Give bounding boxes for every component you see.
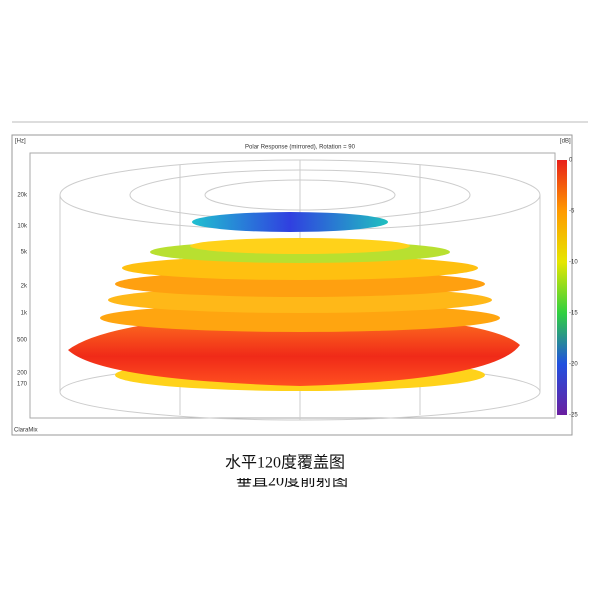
frequency-unit: [Hz] <box>15 139 26 145</box>
level-label: -10 <box>569 260 578 266</box>
frequency-label: 10k <box>17 224 28 230</box>
frequency-label: 5k <box>21 250 28 256</box>
response-surface <box>68 212 520 391</box>
frequency-label: 1k <box>21 311 28 317</box>
level-label: -15 <box>569 311 578 317</box>
level-label: -20 <box>569 362 578 368</box>
plot-title: Polar Response (mirrored), Rotation = 90 <box>245 145 356 151</box>
level-label: -5 <box>569 209 575 215</box>
level-unit: [dB] <box>560 139 571 145</box>
frequency-label: 200 <box>17 371 28 377</box>
caption-mask <box>200 454 400 478</box>
frequency-label: 20k <box>17 193 28 199</box>
color-bar <box>557 160 567 415</box>
plot-area <box>29 152 556 419</box>
level-label: -25 <box>569 413 578 419</box>
frequency-label: 170 <box>17 382 28 388</box>
frequency-label: 2k <box>21 284 28 290</box>
level-label: 0 <box>569 158 573 164</box>
frequency-label: 500 <box>17 338 28 344</box>
software-name: ClaraMix <box>14 428 38 434</box>
caption-line: 水平120度覆盖图 <box>225 454 345 472</box>
